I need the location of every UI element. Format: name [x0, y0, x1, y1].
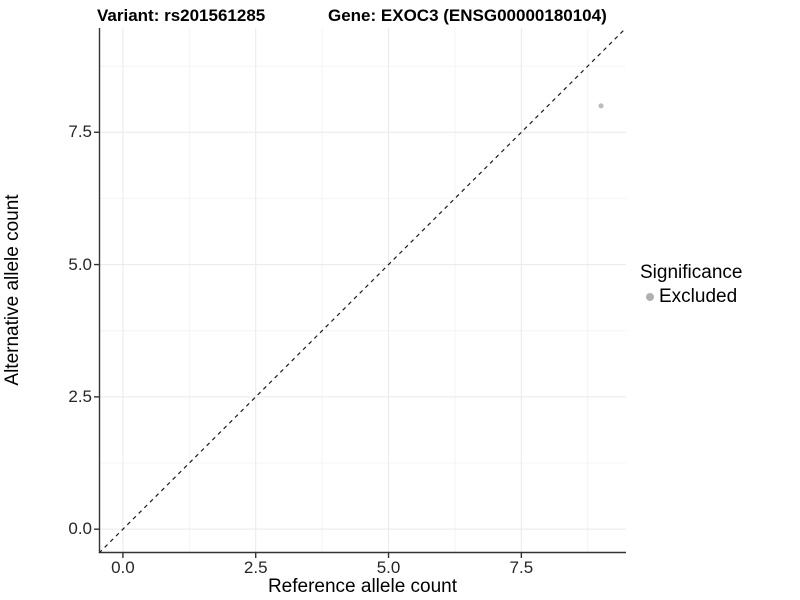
x-tick-label: 5.0	[376, 558, 401, 577]
y-tick-label: 2.5	[68, 386, 92, 406]
legend-item-label: Excluded	[659, 286, 738, 307]
scatter-plot-panel	[94, 27, 627, 558]
x-tick-label: 2.5	[243, 558, 268, 577]
y-tick-label: 5.0	[68, 254, 92, 274]
excluded-point-icon	[645, 293, 654, 301]
data-point	[598, 103, 604, 109]
y-tick-label: 0.0	[68, 519, 92, 539]
legend-key	[640, 288, 659, 307]
x-tick-label: 0.0	[111, 558, 135, 577]
x-tick-label: 7.5	[509, 558, 534, 577]
legend: Significance Excluded	[640, 262, 742, 308]
y-axis-title: Alternative allele count	[2, 193, 23, 386]
legend-title: Significance	[640, 262, 743, 283]
variant-title: Variant: rs201561285	[97, 6, 266, 25]
identity-dashed-line	[98, 27, 627, 554]
gene-title: Gene: EXOC3 (ENSG00000180104)	[328, 6, 607, 25]
legend-item-excluded: Excluded	[640, 286, 742, 308]
x-axis-title: Reference allele count	[267, 576, 458, 597]
y-tick-label: 7.5	[68, 122, 92, 142]
